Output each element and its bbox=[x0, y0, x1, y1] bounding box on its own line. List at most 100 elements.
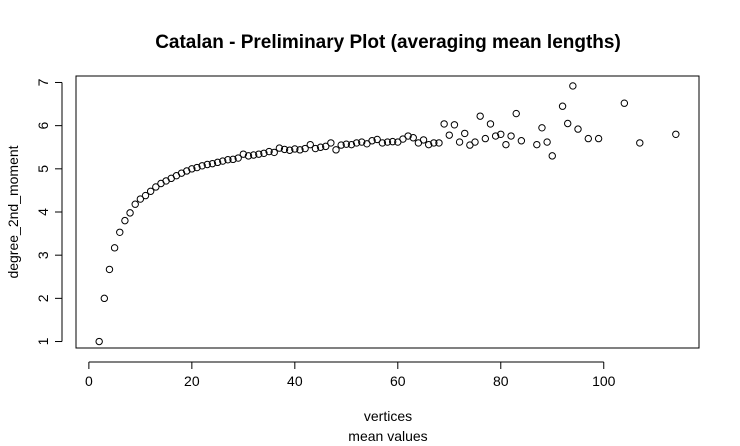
data-point bbox=[203, 160, 211, 169]
data-point bbox=[285, 146, 294, 154]
data-point bbox=[378, 139, 387, 147]
data-point bbox=[636, 139, 644, 147]
data-point bbox=[435, 139, 443, 147]
data-point bbox=[461, 129, 469, 138]
data-point bbox=[208, 159, 217, 168]
data-point bbox=[548, 152, 556, 160]
data-point bbox=[141, 191, 150, 200]
data-point bbox=[455, 138, 464, 146]
x-axis-sublabel: mean values bbox=[348, 428, 427, 444]
data-point bbox=[219, 157, 227, 165]
data-point bbox=[564, 119, 572, 128]
data-point bbox=[594, 134, 603, 143]
x-axis: 0 20 40 60 80 100 bbox=[85, 361, 616, 389]
plot-frame bbox=[75, 75, 700, 349]
data-point bbox=[569, 82, 577, 90]
data-point bbox=[116, 228, 124, 236]
data-point bbox=[270, 148, 278, 157]
data-point bbox=[105, 265, 114, 274]
data-point bbox=[265, 147, 273, 156]
data-points bbox=[95, 82, 680, 346]
x-tick-label: 60 bbox=[390, 373, 406, 389]
x-tick-label: 40 bbox=[287, 373, 303, 389]
data-point bbox=[131, 200, 139, 208]
data-point bbox=[512, 109, 520, 118]
y-tick-label: 3 bbox=[35, 251, 51, 259]
chart-title: Catalan - Preliminary Plot (averaging me… bbox=[155, 32, 621, 53]
data-point bbox=[342, 140, 351, 148]
data-point bbox=[280, 145, 289, 154]
data-point bbox=[533, 140, 541, 149]
data-point bbox=[255, 150, 263, 158]
data-point bbox=[110, 244, 119, 252]
y-tick-label: 1 bbox=[35, 337, 51, 345]
data-point bbox=[126, 209, 134, 217]
data-point bbox=[146, 187, 155, 195]
data-point bbox=[584, 134, 593, 143]
y-tick-label: 7 bbox=[35, 78, 51, 86]
data-point bbox=[291, 145, 299, 153]
data-point bbox=[430, 139, 438, 147]
y-tick-label: 6 bbox=[35, 122, 51, 130]
x-tick-label: 100 bbox=[592, 373, 616, 389]
data-point bbox=[507, 132, 515, 140]
data-point bbox=[244, 152, 253, 160]
data-point bbox=[445, 131, 453, 139]
data-point bbox=[229, 155, 237, 164]
data-point bbox=[332, 146, 340, 154]
data-point bbox=[347, 140, 356, 149]
data-point bbox=[672, 130, 680, 138]
data-point bbox=[337, 141, 345, 149]
data-point bbox=[322, 142, 330, 151]
y-tick-label: 5 bbox=[35, 165, 51, 173]
data-point bbox=[100, 294, 109, 303]
data-point bbox=[502, 140, 510, 149]
x-axis-label: vertices bbox=[364, 408, 412, 424]
data-point bbox=[239, 150, 248, 158]
data-point bbox=[574, 125, 582, 133]
data-point bbox=[296, 146, 304, 154]
x-tick-label: 80 bbox=[493, 373, 509, 389]
data-point bbox=[311, 144, 320, 153]
data-point bbox=[306, 140, 314, 149]
data-point bbox=[471, 138, 479, 146]
data-point bbox=[275, 144, 284, 152]
data-point bbox=[373, 135, 381, 144]
data-point bbox=[136, 195, 145, 203]
data-point bbox=[409, 134, 417, 142]
data-point bbox=[476, 112, 484, 120]
data-point bbox=[352, 139, 361, 147]
data-point bbox=[249, 151, 258, 159]
data-point bbox=[388, 137, 397, 146]
data-point bbox=[234, 154, 242, 162]
data-point bbox=[301, 144, 309, 153]
y-tick-label: 2 bbox=[35, 294, 51, 302]
data-point bbox=[440, 120, 448, 128]
data-point bbox=[358, 138, 366, 146]
data-point bbox=[121, 216, 129, 225]
data-point bbox=[419, 136, 428, 144]
data-point bbox=[260, 149, 268, 157]
x-tick-label: 20 bbox=[184, 373, 200, 389]
y-tick-label: 4 bbox=[35, 208, 51, 216]
data-point bbox=[327, 139, 335, 147]
x-tick-label: 0 bbox=[85, 373, 93, 389]
y-axis: 1 2 3 4 5 6 7 bbox=[35, 78, 63, 345]
data-point bbox=[368, 137, 376, 145]
data-point bbox=[213, 158, 222, 167]
data-point bbox=[481, 134, 490, 143]
y-axis-label: degree_2nd_moment bbox=[5, 145, 21, 278]
data-point bbox=[450, 121, 459, 129]
data-point bbox=[198, 162, 206, 170]
data-point bbox=[224, 156, 232, 164]
data-point bbox=[404, 132, 412, 140]
data-point bbox=[316, 143, 325, 151]
data-point bbox=[538, 124, 546, 132]
data-point bbox=[620, 99, 629, 107]
data-point bbox=[193, 163, 201, 172]
data-point bbox=[152, 183, 160, 191]
data-point bbox=[497, 130, 505, 138]
data-point bbox=[486, 120, 495, 128]
